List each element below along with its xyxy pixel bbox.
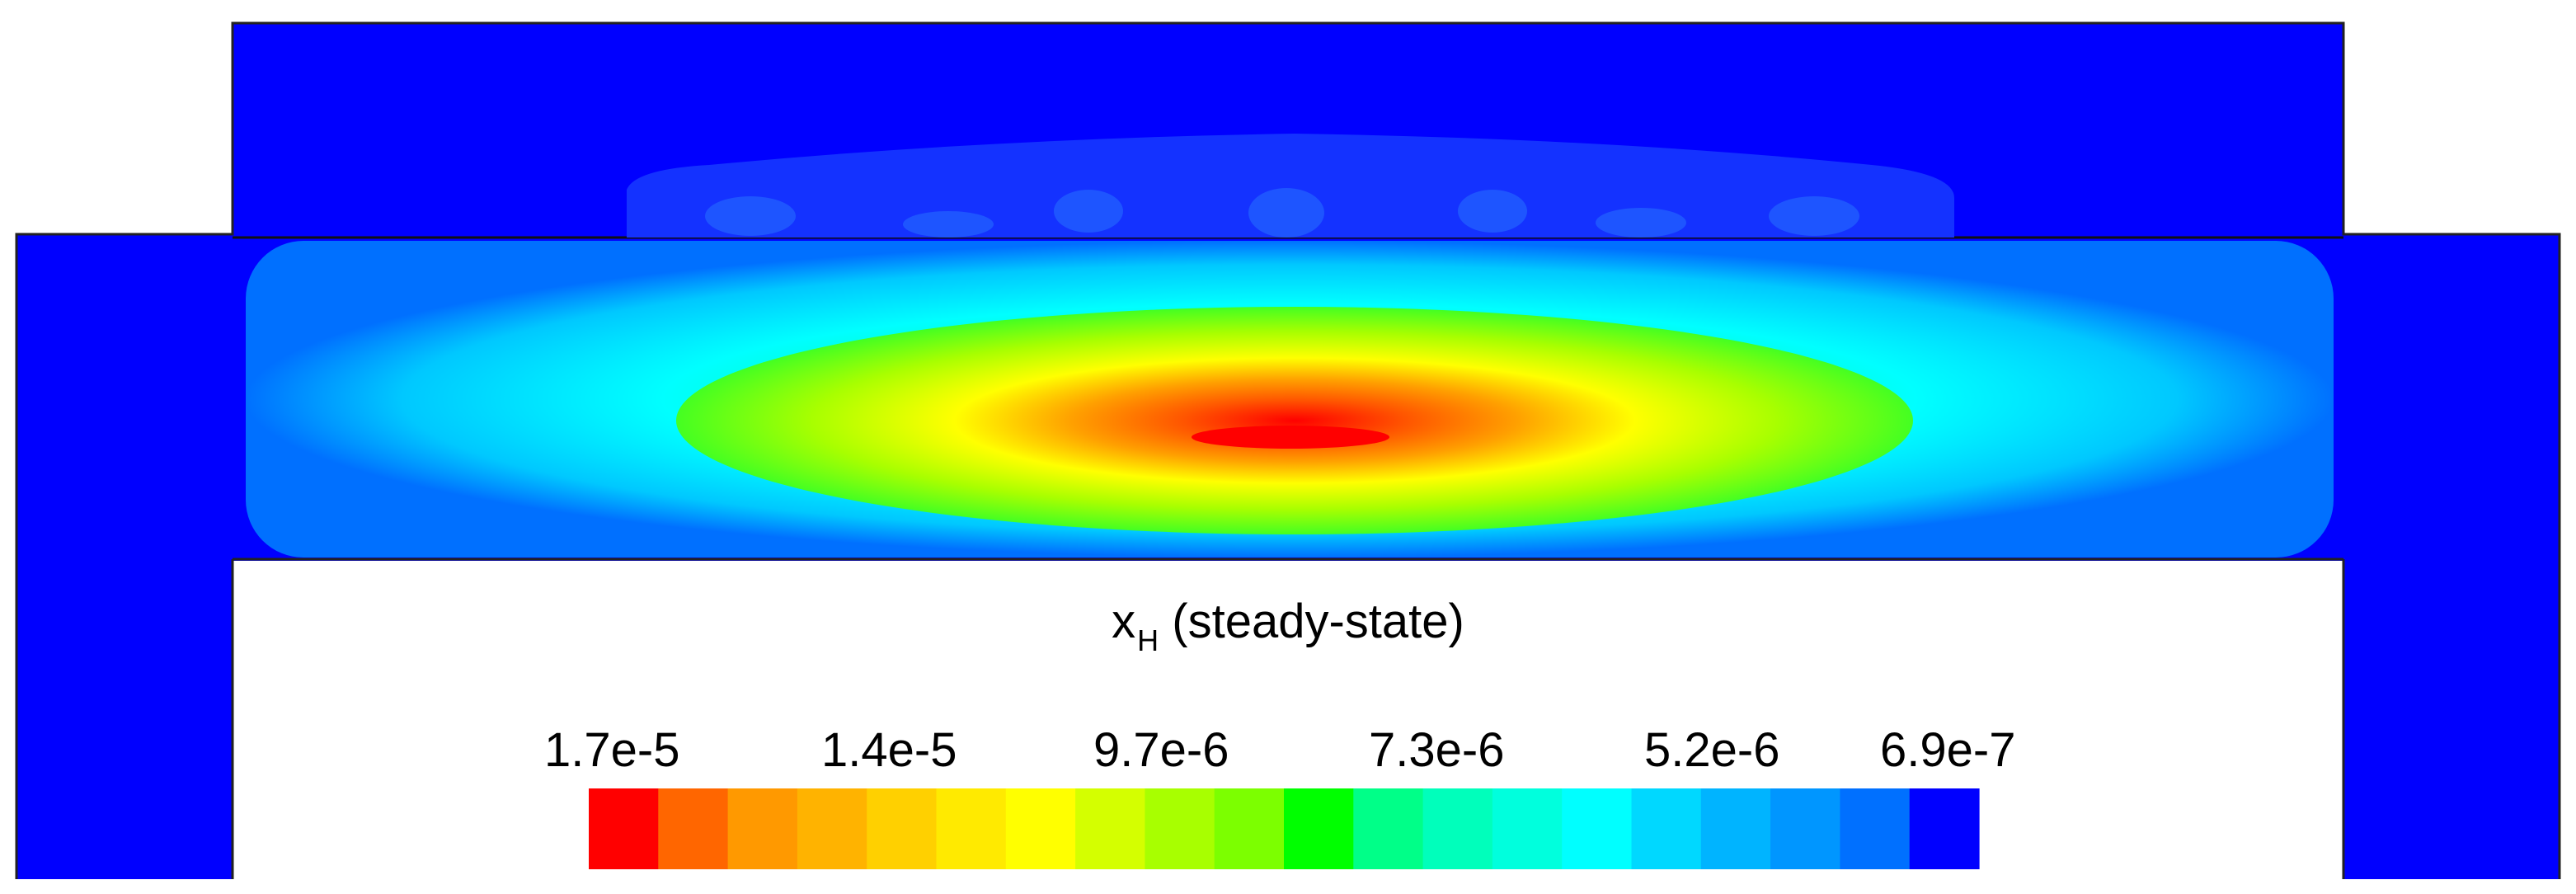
- title-suffix: (steady-state): [1172, 595, 1464, 648]
- peak-contour: [1192, 426, 1389, 449]
- colorbar-tick-label: 5.2e-6: [1644, 723, 1780, 777]
- colorbar-tick-label: 6.9e-7: [1880, 723, 2016, 777]
- domain-outline: [15, 21, 2561, 879]
- hot-zone: [676, 307, 1913, 534]
- upper-plume-cells: [705, 188, 1859, 238]
- colorbar-tick-label: 7.3e-6: [1369, 723, 1505, 777]
- colorbar-tick-label: 1.4e-5: [821, 723, 957, 777]
- colorbar-tick-label: 1.7e-5: [544, 723, 680, 777]
- plot-title: xH (steady-state): [825, 594, 1751, 657]
- colorbar-tick-label: 9.7e-6: [1093, 723, 1229, 777]
- domain-left-leg: [16, 553, 233, 879]
- domain-right-leg: [2343, 553, 2560, 879]
- title-symbol: x: [1112, 595, 1136, 648]
- title-subscript: H: [1137, 623, 1159, 657]
